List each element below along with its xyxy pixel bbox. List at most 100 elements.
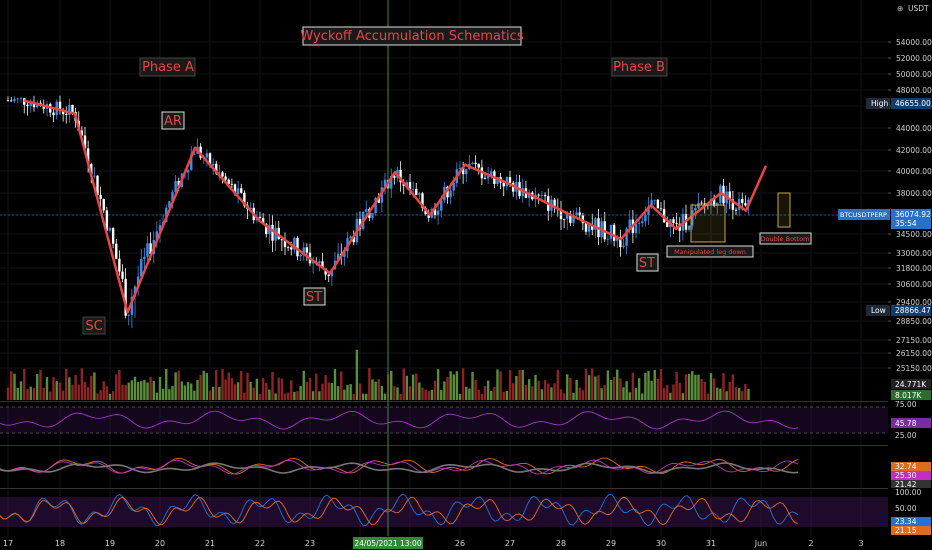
macd-label-3: 21.42 (895, 480, 917, 489)
volume-bar-83 (268, 389, 271, 400)
volume-bar-181 (575, 379, 578, 400)
candle-84 (271, 215, 274, 253)
volume-bar-132 (421, 387, 424, 400)
candle-4 (19, 97, 23, 103)
volume-bar-165 (524, 385, 528, 400)
price-tick-label-12: 31800.00 (896, 264, 932, 273)
volume-bar-164 (521, 369, 524, 400)
volume-bar-208 (659, 368, 663, 400)
volume-bar-45 (149, 377, 152, 400)
date-label-9: 27 (505, 539, 515, 548)
volume-bar-93 (299, 385, 302, 400)
price-tick-label-1: 52000.00 (896, 54, 932, 63)
volume-bar-39 (130, 380, 134, 400)
volume-bar-32 (108, 393, 112, 400)
volume-bar-183 (581, 390, 585, 400)
volume-bar-153 (486, 380, 490, 400)
volume-bar-79 (255, 378, 259, 400)
candle-148 (471, 161, 474, 165)
volume-bar-101 (324, 375, 327, 400)
date-label-16: 3 (858, 539, 863, 548)
volume-bar-58 (190, 383, 193, 400)
price-tick-label-15: 28850.00 (896, 317, 932, 326)
date-label-5: 22 (255, 539, 265, 548)
macd-label-2: 25.30 (895, 471, 917, 480)
volume-bar-195 (619, 378, 622, 400)
rsi-tags: 75.00 45.78 25.00 (891, 400, 931, 440)
rsi-line (0, 410, 799, 430)
volume-bar-8 (32, 387, 36, 400)
volume-bar-189 (600, 388, 603, 400)
volume-bar-171 (543, 380, 547, 400)
panel-sep-3 (0, 488, 888, 489)
date-label-6: 23 (305, 539, 315, 548)
price-tick-label-3: 48000.00 (896, 86, 932, 95)
last-price-tag: BTCUSDTPERP 36074.92 35:54 (838, 209, 931, 229)
candle-206 (653, 199, 656, 205)
candle-41 (136, 265, 140, 296)
volume-bar-61 (199, 374, 202, 400)
volume-bar-37 (124, 384, 127, 400)
price-tick-label-8: 38000.00 (896, 189, 932, 198)
volume-bar-85 (274, 393, 277, 400)
volume-bar-151 (480, 393, 484, 400)
volume-bar-65 (211, 386, 215, 400)
candle-34 (115, 238, 118, 259)
candle-119 (380, 180, 384, 213)
volume-bar-232 (734, 387, 738, 400)
candle-134 (427, 209, 430, 222)
volume-bar-17 (61, 390, 65, 400)
indicator-panels (0, 401, 888, 527)
volume-bar-176 (559, 389, 563, 400)
candle-29 (99, 186, 102, 208)
volume-bar-0 (6, 387, 10, 400)
candle-61 (199, 143, 202, 160)
volume-bar-16 (58, 382, 62, 400)
candle-207 (656, 199, 660, 209)
volume-bar-215 (681, 393, 685, 400)
high-tag: High 46655.00 (866, 98, 931, 109)
candle-31 (105, 206, 109, 234)
volume-bar-127 (405, 375, 409, 400)
volume-bar-213 (675, 372, 678, 400)
volume-bar-173 (550, 387, 553, 400)
low-tag: Low 28866.47 (866, 305, 931, 316)
volume-bar-177 (562, 393, 566, 400)
volume-bar-134 (427, 391, 430, 400)
candle-32 (108, 226, 112, 233)
volume-bar-161 (511, 383, 515, 400)
volume-bar-66 (215, 370, 218, 400)
volume-bar-24 (83, 381, 87, 400)
volume-bar-174 (553, 383, 556, 400)
volume-bar-112 (358, 383, 362, 400)
volume-bar-212 (672, 384, 675, 400)
volume-bar-233 (737, 387, 741, 400)
volume-bar-152 (483, 385, 487, 400)
volume-bar-43 (143, 379, 146, 400)
volume-bar-115 (368, 368, 371, 400)
volume-bar-136 (433, 380, 437, 400)
volume-bar-137 (436, 369, 440, 400)
volume-bar-3 (16, 387, 19, 400)
volume-bar-204 (647, 370, 650, 400)
volume-bar-220 (697, 374, 700, 400)
volume-bar-139 (443, 381, 446, 400)
volume-bar-196 (622, 387, 625, 400)
volume-bar-60 (196, 380, 199, 400)
volume-bar-180 (572, 392, 575, 400)
date-label-8: 26 (455, 539, 465, 548)
manipulated-label: Manipulated leg down (674, 248, 746, 256)
volume-bar-18 (65, 368, 68, 400)
cursor-date-label: 24/05/2021 13:00 (354, 539, 421, 548)
volume-bar-142 (452, 374, 455, 400)
volume-bar-96 (308, 378, 312, 400)
phase-a-box: Phase A (139, 57, 196, 77)
volume-bar-202 (641, 393, 644, 400)
volume-bar-114 (365, 393, 368, 400)
volume-bar-51 (168, 389, 171, 400)
last-tag-countdown: 35:54 (895, 219, 917, 228)
date-label-14: Jun (754, 539, 768, 548)
volume-bar-125 (399, 393, 402, 400)
phase-b-label: Phase B (613, 60, 665, 75)
